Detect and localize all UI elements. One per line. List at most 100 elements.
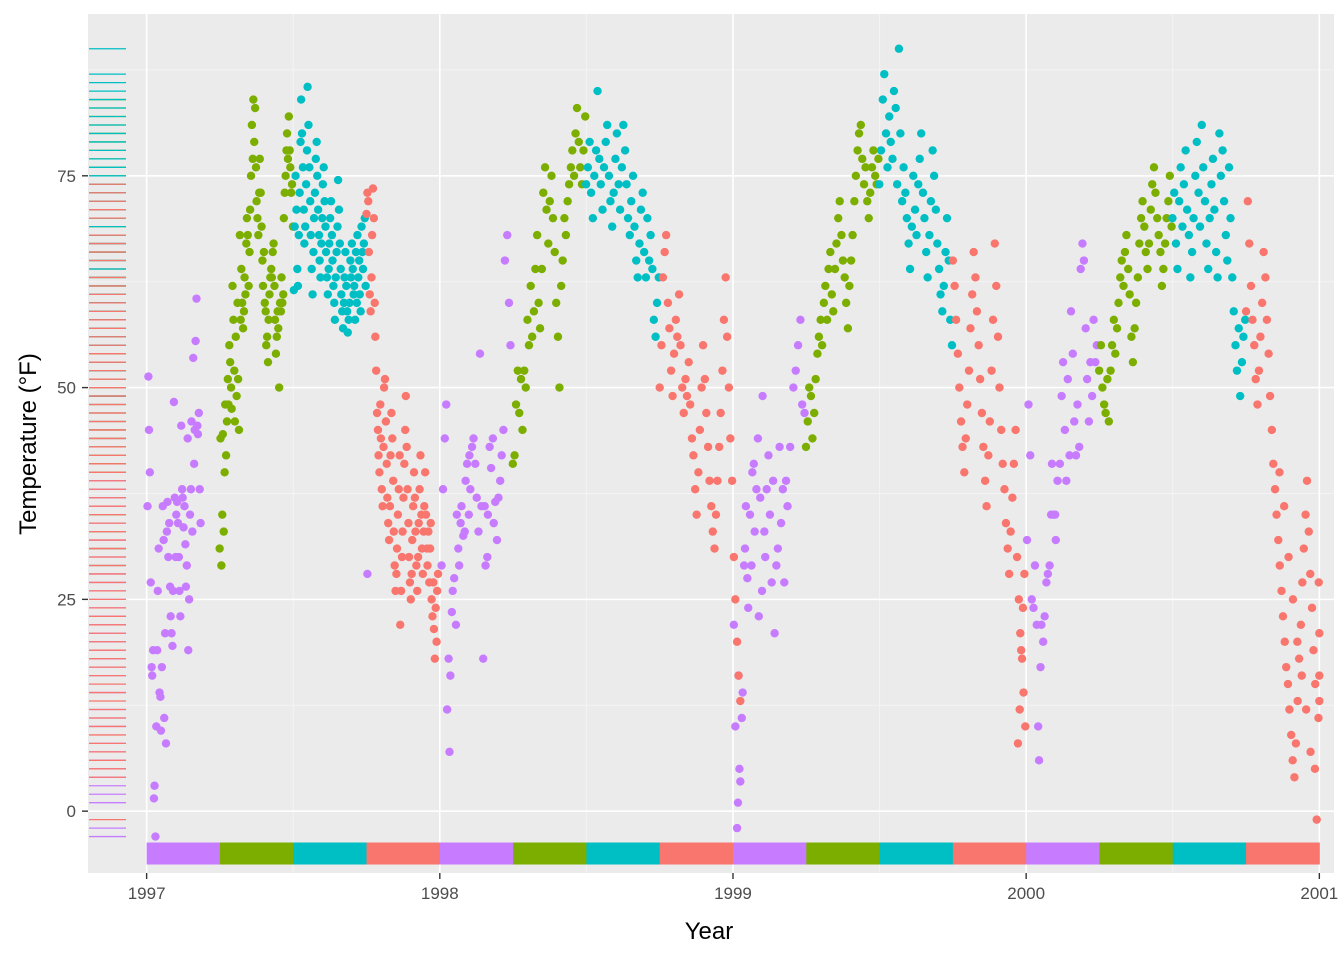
data-point [997,425,1006,435]
data-point [553,332,563,341]
data-point [384,535,394,545]
data-point [1186,273,1195,282]
data-point [1078,239,1087,248]
data-point [678,383,687,392]
data-point [412,561,421,570]
x-axis-ticks: 1997 1998 1999 2000 2001 [128,873,1338,903]
data-point [1060,425,1070,435]
data-point [405,578,415,587]
data-point [1232,366,1242,375]
data-point [817,341,827,350]
data-point [1131,298,1141,308]
data-point [1200,197,1210,206]
data-point [1297,671,1306,680]
season-bar-segment [1246,842,1320,865]
data-point [518,425,527,435]
data-point [649,315,659,325]
data-point [1099,400,1109,409]
data-point [556,281,566,291]
data-point [316,273,325,282]
data-point [1034,756,1044,765]
data-point [1117,256,1126,265]
data-point [671,315,681,325]
data-point [321,222,330,231]
data-point [194,408,204,418]
data-point [679,408,688,418]
data-point [144,372,153,381]
season-bar-segment [219,842,294,865]
data-point [532,230,542,240]
data-point [960,468,969,477]
data-point [359,239,369,248]
data-point [885,112,894,121]
data-point [363,569,372,579]
data-point [988,315,998,325]
data-point [846,256,856,265]
data-point [747,561,756,570]
data-point [1063,374,1072,384]
data-point [661,230,671,240]
data-point [233,374,243,384]
data-point [832,239,841,248]
data-point [474,527,483,536]
data-point [718,366,727,375]
data-point [1286,730,1296,740]
data-point [655,383,664,392]
data-point [240,273,249,282]
data-point [539,188,548,197]
data-point [483,510,493,519]
data-point [537,264,547,274]
data-point [369,213,379,223]
data-point [917,129,926,138]
data-point [166,612,175,621]
data-point [377,485,386,494]
data-point [1050,510,1060,519]
data-point [1096,341,1106,350]
data-point [1257,298,1267,308]
data-point [225,341,234,350]
data-point [651,332,660,341]
data-point [330,298,339,308]
data-point [397,552,407,562]
data-point [1133,273,1143,282]
data-point [1091,357,1100,367]
data-point [191,336,200,346]
data-point [545,197,554,206]
y-axis-title: Temperature (°F) [15,353,42,535]
data-point [801,442,811,452]
data-point [700,374,710,384]
data-point [159,535,168,545]
data-point [226,383,236,392]
data-point [568,146,577,155]
data-point [328,256,337,265]
data-point [956,417,966,426]
data-point [1251,374,1260,384]
data-point [1226,213,1235,223]
data-point [722,332,732,341]
data-point [320,197,329,206]
data-point [324,264,333,274]
data-point [542,205,551,214]
data-point [274,324,283,333]
data-point [1154,230,1163,240]
data-point [230,417,240,426]
data-point [154,544,163,553]
data-point [227,404,236,413]
data-point [947,341,957,350]
data-point [1082,374,1092,384]
data-point [167,629,176,638]
data-point [302,146,312,155]
data-point [1204,264,1213,274]
data-point [1310,764,1320,774]
data-point [803,417,812,426]
data-point [1167,222,1176,231]
data-point [1156,247,1165,257]
data-point [314,230,324,240]
data-point [520,366,529,375]
data-point [218,429,228,439]
data-point [380,374,390,384]
season-bar-segment [439,842,514,865]
data-point [875,180,884,189]
data-point [809,408,819,418]
data-point [1235,391,1245,401]
